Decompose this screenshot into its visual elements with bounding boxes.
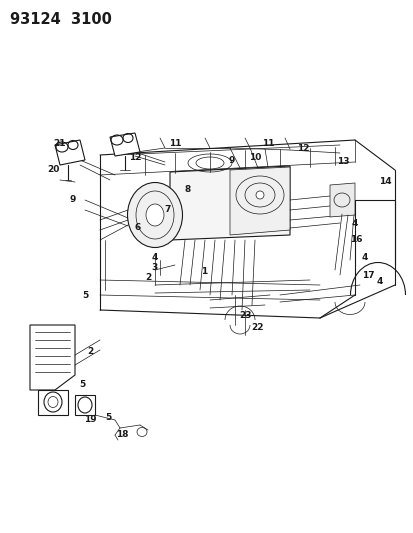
Text: 4: 4	[152, 254, 158, 262]
Text: 19: 19	[83, 416, 96, 424]
Text: 2: 2	[145, 273, 151, 282]
Ellipse shape	[146, 204, 164, 226]
Text: 4: 4	[376, 278, 382, 287]
Text: 11: 11	[169, 139, 181, 148]
Text: 21: 21	[54, 139, 66, 148]
Ellipse shape	[127, 182, 182, 247]
Text: 10: 10	[248, 152, 261, 161]
Polygon shape	[170, 166, 289, 240]
Text: 12: 12	[128, 152, 141, 161]
Text: 7: 7	[164, 206, 171, 214]
Text: 5: 5	[104, 414, 111, 423]
Text: 14: 14	[378, 177, 390, 187]
Text: 18: 18	[116, 431, 128, 440]
Text: 1: 1	[200, 268, 206, 277]
Text: 8: 8	[185, 185, 191, 195]
Text: 20: 20	[47, 166, 59, 174]
Ellipse shape	[255, 191, 263, 199]
Text: 6: 6	[135, 223, 141, 232]
Text: 3: 3	[152, 263, 158, 272]
Text: 2: 2	[87, 348, 93, 357]
Polygon shape	[38, 390, 68, 415]
Text: 9: 9	[228, 156, 235, 165]
Text: 12: 12	[296, 143, 309, 152]
Text: 16: 16	[349, 236, 361, 245]
Text: 17: 17	[361, 271, 373, 279]
Text: 13: 13	[336, 157, 349, 166]
Text: 22: 22	[251, 324, 263, 333]
Text: 4: 4	[351, 219, 357, 228]
Polygon shape	[75, 395, 95, 415]
Polygon shape	[230, 167, 289, 235]
Polygon shape	[110, 133, 140, 156]
Polygon shape	[329, 183, 354, 217]
Text: 23: 23	[239, 311, 252, 319]
Text: 5: 5	[79, 381, 85, 390]
Text: 4: 4	[361, 254, 367, 262]
Text: 11: 11	[261, 139, 273, 148]
Polygon shape	[30, 325, 75, 390]
Text: 9: 9	[70, 196, 76, 205]
Text: 93124  3100: 93124 3100	[10, 12, 112, 27]
Polygon shape	[55, 140, 85, 165]
Text: 5: 5	[82, 290, 88, 300]
